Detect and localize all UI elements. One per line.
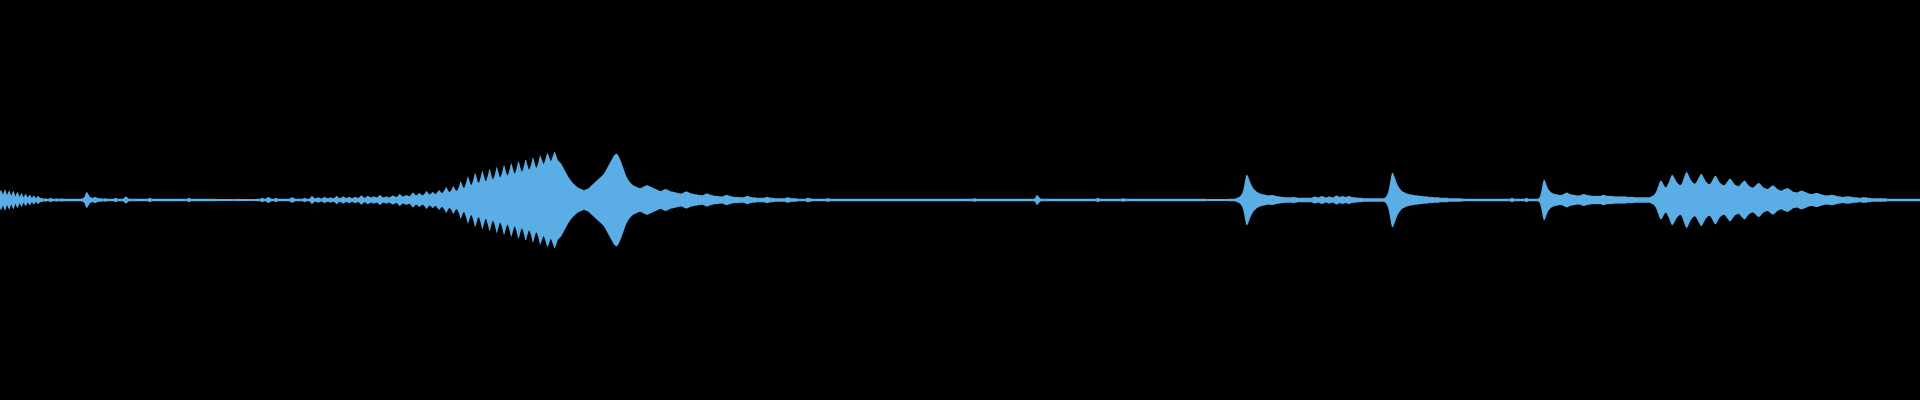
waveform-center-line [0,199,1920,201]
